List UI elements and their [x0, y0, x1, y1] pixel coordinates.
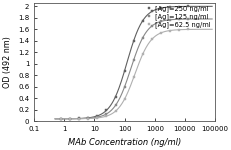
Line: [Ag]=125 ng/ml: [Ag]=125 ng/ml [60, 18, 188, 120]
[Ag]=125 ng/ml [159, 21, 161, 22]
[Ag]=250 ng/ml [150, 11, 152, 12]
Y-axis label: OD (492 nm): OD (492 nm) [3, 36, 12, 88]
[Ag]=62.5 ng/ml [159, 32, 161, 34]
[Ag]=250 ng/ml [186, 6, 189, 7]
[Ag]=250 ng/ml [123, 70, 125, 72]
[Ag]=250 ng/ml [87, 117, 89, 119]
[Ag]=250 ng/ml [96, 115, 98, 117]
[Ag]=62.5 ng/ml [59, 118, 62, 120]
[Ag]=62.5 ng/ml [114, 110, 116, 112]
[Ag]=125 ng/ml [150, 25, 152, 27]
Line: [Ag]=250 ng/ml: [Ag]=250 ng/ml [60, 5, 188, 120]
[Ag]=250 ng/ml [105, 110, 107, 111]
[Ag]=250 ng/ml [114, 96, 116, 98]
[Ag]=62.5 ng/ml [186, 28, 189, 30]
[Ag]=125 ng/ml [68, 118, 71, 120]
[Ag]=250 ng/ml [159, 7, 161, 9]
[Ag]=125 ng/ml [141, 37, 143, 39]
[Ag]=62.5 ng/ml [150, 38, 152, 40]
Line: [Ag]=62.5 ng/ml: [Ag]=62.5 ng/ml [60, 28, 188, 120]
[Ag]=62.5 ng/ml [105, 115, 107, 117]
[Ag]=125 ng/ml [114, 105, 116, 106]
Legend: [Ag]=250 ng/ml, [Ag]=125 ng/ml, [Ag]=62.5 ng/ml: [Ag]=250 ng/ml, [Ag]=125 ng/ml, [Ag]=62.… [144, 4, 211, 28]
[Ag]=62.5 ng/ml [87, 118, 89, 119]
[Ag]=62.5 ng/ml [132, 76, 134, 78]
[Ag]=250 ng/ml [68, 118, 71, 120]
[Ag]=125 ng/ml [59, 118, 62, 120]
[Ag]=62.5 ng/ml [177, 29, 180, 31]
X-axis label: MAb Concentration (ng/ml): MAb Concentration (ng/ml) [68, 138, 180, 147]
[Ag]=125 ng/ml [105, 113, 107, 115]
[Ag]=250 ng/ml [141, 20, 143, 22]
[Ag]=125 ng/ml [96, 116, 98, 118]
[Ag]=125 ng/ml [123, 86, 125, 88]
[Ag]=250 ng/ml [77, 118, 80, 119]
[Ag]=62.5 ng/ml [96, 117, 98, 119]
[Ag]=125 ng/ml [177, 18, 180, 20]
[Ag]=125 ng/ml [77, 118, 80, 120]
[Ag]=62.5 ng/ml [141, 53, 143, 55]
[Ag]=62.5 ng/ml [123, 98, 125, 100]
[Ag]=125 ng/ml [186, 18, 189, 20]
[Ag]=125 ng/ml [168, 19, 171, 21]
[Ag]=250 ng/ml [177, 6, 180, 8]
[Ag]=62.5 ng/ml [68, 118, 71, 120]
[Ag]=250 ng/ml [168, 6, 171, 8]
[Ag]=62.5 ng/ml [77, 118, 80, 120]
[Ag]=250 ng/ml [132, 40, 134, 42]
[Ag]=250 ng/ml [59, 118, 62, 120]
[Ag]=125 ng/ml [132, 59, 134, 61]
[Ag]=125 ng/ml [87, 117, 89, 119]
[Ag]=62.5 ng/ml [168, 30, 171, 31]
